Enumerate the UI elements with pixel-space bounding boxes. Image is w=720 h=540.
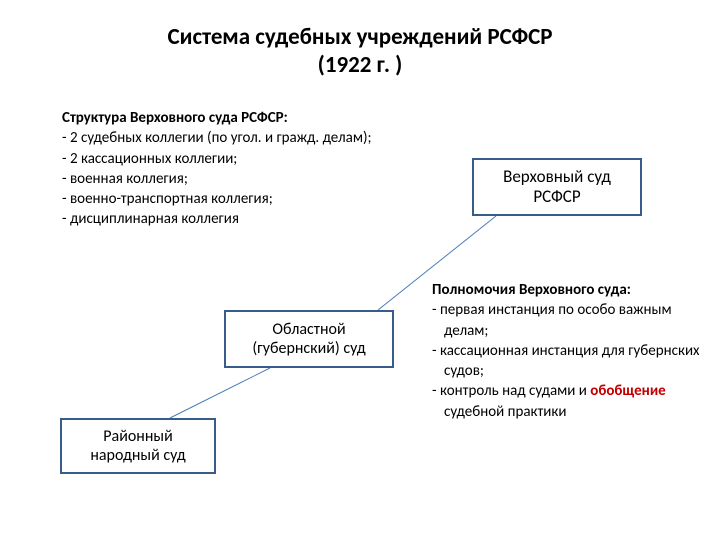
node-regional-line2: (губернский) суд bbox=[252, 339, 365, 358]
title-line2: (1922 г. ) bbox=[318, 51, 403, 79]
powers-item: - кассационная инстанция для губернских … bbox=[432, 341, 704, 382]
structure-heading: Структура Верховного суда РСФСР: bbox=[62, 108, 372, 128]
powers-item-highlight: обобщение bbox=[590, 382, 665, 400]
powers-heading: Полномочия Верховного суда: bbox=[432, 280, 704, 300]
powers-item: - первая инстанция по особо важным делам… bbox=[432, 300, 704, 341]
structure-item: - военная коллегия; bbox=[62, 169, 372, 189]
node-regional-line1: Областной bbox=[272, 320, 345, 339]
node-district-line2: народный суд bbox=[90, 446, 185, 465]
powers-block: Полномочия Верховного суда: - первая инс… bbox=[432, 280, 704, 422]
node-supreme-court: Верховный суд РСФСР bbox=[472, 158, 642, 216]
powers-item-post: судебной практики bbox=[444, 403, 566, 421]
node-district-line1: Районный bbox=[103, 427, 172, 446]
structure-item: - 2 кассационных коллегии; bbox=[62, 149, 372, 169]
powers-item-pre: - контроль над судами и bbox=[432, 382, 590, 400]
powers-item: - контроль над судами и обобщение судебн… bbox=[432, 381, 704, 422]
powers-item-text: - первая инстанция по особо важным делам… bbox=[432, 301, 672, 339]
slide-title: Система судебных учреждений РСФСР (1922 … bbox=[0, 24, 720, 79]
node-supreme-line1: Верховный суд bbox=[503, 166, 611, 187]
powers-item-text: - кассационная инстанция для губернских … bbox=[432, 342, 700, 380]
node-supreme-line2: РСФСР bbox=[533, 186, 580, 207]
node-regional-court: Областной (губернский) суд bbox=[224, 310, 394, 368]
structure-item: - дисциплинарная коллегия bbox=[62, 209, 372, 229]
node-district-court: Районный народный суд bbox=[60, 418, 216, 474]
structure-block: Структура Верховного суда РСФСР: - 2 суд… bbox=[62, 108, 372, 230]
connector bbox=[170, 368, 270, 418]
structure-item: - военно-транспортная коллегия; bbox=[62, 189, 372, 209]
structure-item: - 2 судебных коллегии (по угол. и гражд.… bbox=[62, 128, 372, 148]
title-line1: Система судебных учреждений РСФСР bbox=[167, 23, 552, 51]
